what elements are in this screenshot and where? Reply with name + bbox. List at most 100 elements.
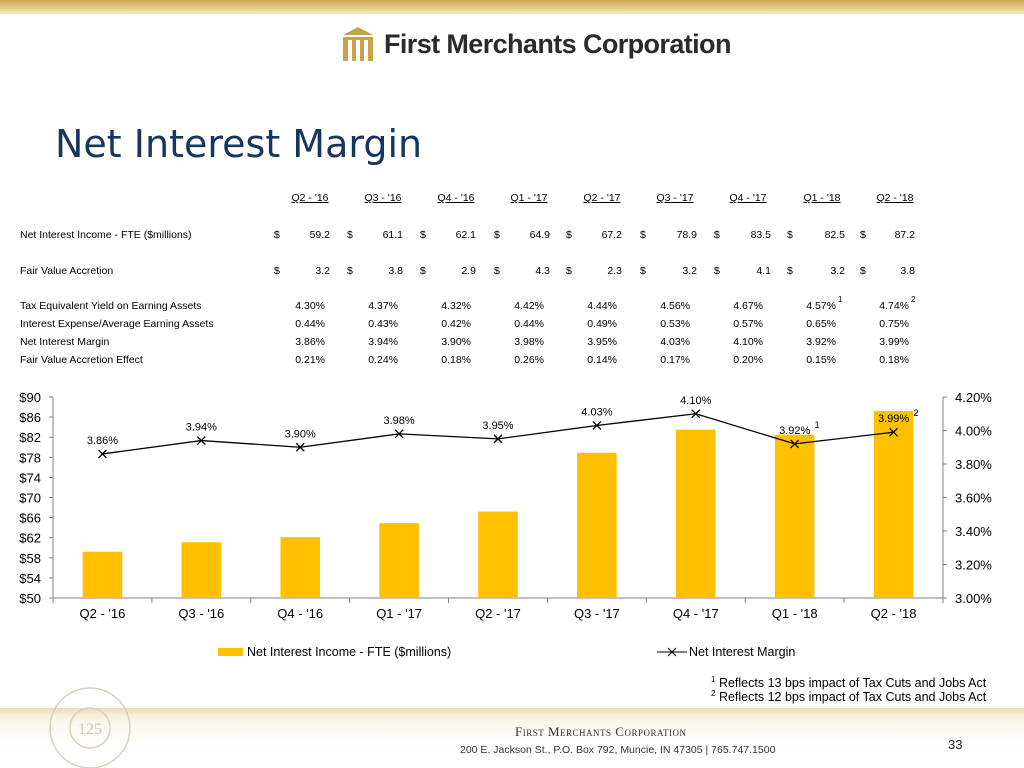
x-axis-tick-label: Q4 - '16 [277, 606, 323, 621]
net-interest-chart: $50 $54 $58 $62 $66 $70 $74 $78 $82 $86 $90 3.00% 3.… [19, 390, 992, 621]
legend-line-entry: Net Interest Margin [657, 645, 795, 659]
currency-symbol: $ [860, 229, 866, 241]
table-cell: 4.1 [756, 265, 771, 277]
table-cell: 4.44% [587, 300, 617, 312]
currency-symbol: $ [787, 265, 793, 277]
table-cell: 4.67% [733, 300, 763, 312]
footer-band [0, 708, 1024, 768]
currency-symbol: $ [566, 229, 572, 241]
table-cell: 0.44% [295, 318, 325, 330]
table-cell: 59.2 [309, 229, 330, 241]
x-axis-tick-label: Q1 - '17 [376, 606, 422, 621]
margin-point [691, 409, 701, 419]
footnote-ref: 1 [838, 295, 843, 304]
margin-data-label: 4.10% [680, 395, 711, 407]
table-cell: 3.86% [295, 336, 325, 348]
table-cell: 83.5 [750, 229, 771, 241]
table-row-label: Tax Equivalent Yield on Earning Assets [20, 300, 202, 312]
left-axis-tick-label: $78 [19, 450, 41, 465]
currency-symbol: $ [714, 265, 720, 277]
x-axis-tick-label: Q3 - '16 [178, 606, 224, 621]
table-cell: 0.18% [441, 354, 471, 366]
table-cell: 0.65% [806, 318, 836, 330]
table-cell: 0.15% [806, 354, 836, 366]
table-column-header: Q3 - '16 [364, 192, 402, 204]
margin-point [196, 436, 206, 446]
legend-bar-swatch [218, 648, 243, 656]
right-axis-tick-label: 4.00% [955, 424, 992, 439]
currency-symbol: $ [274, 265, 280, 277]
table-cell: 3.92% [806, 336, 836, 348]
table-cell: 0.21% [295, 354, 325, 366]
table-cell: 3.98% [514, 336, 544, 348]
table-column-header: Q1 - '17 [510, 192, 548, 204]
left-axis-tick-label: $74 [19, 470, 41, 485]
anniversary-seal-icon: 125 [49, 687, 131, 768]
currency-symbol: $ [640, 265, 646, 277]
margin-point [790, 439, 800, 449]
top-accent-bar [0, 0, 1024, 14]
currency-symbol: $ [274, 229, 280, 241]
right-axis-tick-label: 3.20% [955, 558, 992, 573]
table-cell: 4.32% [441, 300, 471, 312]
bar [873, 411, 914, 598]
left-axis-tick-label: $82 [19, 430, 41, 445]
table-column-header: Q2 - '17 [583, 192, 621, 204]
table-column-header: Q2 - '18 [876, 192, 914, 204]
x-axis-tick-label: Q4 - '17 [673, 606, 719, 621]
currency-symbol: $ [420, 265, 426, 277]
table-cell: 3.8 [388, 265, 403, 277]
footnote-ref: 2 [911, 295, 916, 304]
table-column-header: Q1 - '18 [803, 192, 841, 204]
bar [82, 551, 123, 598]
table-cell: 4.10% [733, 336, 763, 348]
table-cell: 4.37% [368, 300, 398, 312]
right-axis-tick-label: 3.80% [955, 457, 992, 472]
right-axis-tick-label: 4.20% [955, 390, 992, 405]
x-axis-tick-label: Q3 - '17 [574, 606, 620, 621]
table-cell: 0.26% [514, 354, 544, 366]
x-axis-tick-label: Q2 - '18 [871, 606, 917, 621]
table-cell: 0.53% [660, 318, 690, 330]
margin-point [295, 442, 305, 452]
footer-company: First Merchants Corporation [515, 724, 687, 739]
table-column-header: Q2 - '16 [291, 192, 329, 204]
legend-bar-label: Net Interest Income - FTE ($millions) [247, 645, 452, 659]
margin-data-label: 3.94% [186, 422, 217, 434]
footnote-2: 2 Reflects 12 bps impact of Tax Cuts and… [711, 689, 987, 705]
currency-symbol: $ [640, 229, 646, 241]
table-cell: 3.94% [368, 336, 398, 348]
table-column-header: Q4 - '17 [729, 192, 767, 204]
table-cell: 62.1 [455, 229, 476, 241]
table-cell: 4.56% [660, 300, 690, 312]
x-axis-tick-label: Q1 - '18 [772, 606, 818, 621]
currency-symbol: $ [787, 229, 793, 241]
currency-symbol: $ [494, 265, 500, 277]
table-cell: 0.20% [733, 354, 763, 366]
margin-data-label: 3.90% [285, 428, 316, 440]
left-axis-tick-label: $62 [19, 531, 41, 546]
margin-data-label: 3.99% [878, 413, 909, 425]
x-axis-tick-label: Q2 - '16 [80, 606, 126, 621]
left-axis-tick-label: $50 [19, 591, 41, 606]
table-cell: 4.30% [295, 300, 325, 312]
currency-symbol: $ [347, 229, 353, 241]
table-cell: 3.2 [830, 265, 845, 277]
bar [280, 537, 320, 598]
bar [774, 434, 815, 598]
table-cell: 3.99% [879, 336, 909, 348]
table-cell: 0.75% [879, 318, 909, 330]
left-axis-tick-label: $66 [19, 511, 41, 526]
company-logo: First Merchants Corporation [340, 22, 731, 66]
left-axis-tick-label: $90 [19, 390, 41, 405]
table-cell: 0.14% [587, 354, 617, 366]
currency-symbol: $ [494, 229, 500, 241]
footnote-1: 1 Reflects 13 bps impact of Tax Cuts and… [711, 675, 987, 691]
margin-point [889, 427, 899, 437]
table-cell: 0.44% [514, 318, 544, 330]
table-cell: 4.57% 1 [806, 295, 843, 312]
table-cell: 3.95% [587, 336, 617, 348]
right-axis-tick-label: 3.40% [955, 524, 992, 539]
left-axis-tick-label: $54 [19, 571, 41, 586]
table-cell: 3.2 [682, 265, 697, 277]
